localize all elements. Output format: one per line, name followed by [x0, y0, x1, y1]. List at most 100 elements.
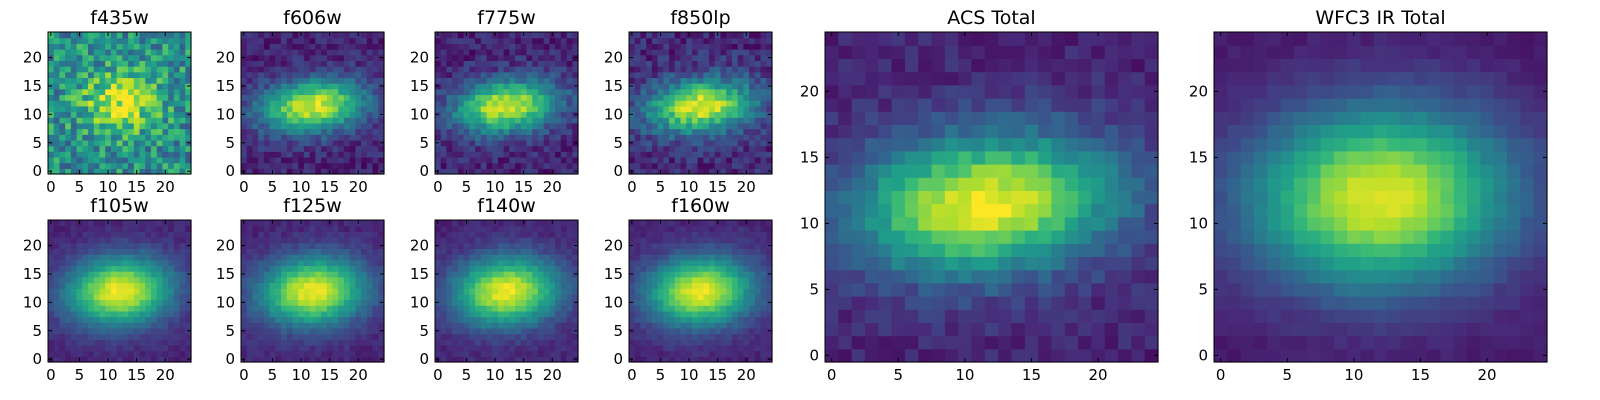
heatmap-cell: [520, 156, 528, 164]
heatmap-cell: [657, 344, 664, 352]
heatmap-cell: [480, 220, 488, 227]
heatmap-cell: [503, 105, 510, 113]
heatmap-cell: [116, 259, 123, 267]
heatmap-cell: [526, 77, 533, 84]
x-tick-label: 20: [156, 178, 175, 196]
y-tick-label: 15: [23, 265, 42, 283]
heatmap-cell: [292, 88, 299, 96]
heatmap-cell: [686, 37, 693, 44]
heatmap-cell: [435, 151, 442, 158]
heatmap-cell: [48, 105, 55, 113]
heatmap-cell: [543, 111, 550, 118]
heatmap-cell: [691, 356, 699, 363]
heatmap-cell: [703, 293, 710, 301]
heatmap-cell: [321, 288, 328, 295]
heatmap-cell: [372, 151, 379, 158]
heatmap-cell: [691, 77, 699, 84]
heatmap-cell: [281, 111, 288, 118]
heatmap-cell: [59, 122, 66, 130]
heatmap-cell: [555, 305, 562, 312]
x-tick-label: 20: [737, 178, 756, 196]
heatmap-cell: [116, 293, 123, 301]
heatmap-cell: [378, 231, 385, 238]
heatmap-cell: [88, 66, 95, 73]
heatmap-cell: [503, 156, 510, 164]
heatmap-cell: [321, 71, 328, 79]
heatmap-cell: [566, 288, 573, 295]
heatmap-cell: [48, 43, 55, 50]
heatmap-cell: [566, 100, 573, 107]
heatmap-cell: [298, 316, 305, 323]
heatmap-cell: [743, 276, 750, 284]
heatmap-cell: [321, 299, 328, 306]
heatmap-cell: [646, 94, 653, 101]
heatmap-cell: [378, 344, 385, 352]
heatmap-cell: [361, 310, 368, 318]
heatmap-cell: [560, 139, 568, 147]
heatmap-cell: [503, 32, 510, 39]
heatmap-cell: [179, 259, 186, 267]
heatmap-cell: [749, 305, 756, 312]
heatmap-cell: [82, 282, 89, 289]
heatmap-cell: [726, 339, 733, 346]
heatmap-cell: [309, 128, 316, 135]
heatmap-cell: [629, 122, 636, 130]
heatmap-cell: [560, 134, 568, 141]
heatmap-cell: [651, 117, 659, 124]
heatmap-cell: [246, 242, 254, 249]
heatmap-cell: [475, 344, 482, 352]
heatmap-cell: [503, 259, 510, 267]
heatmap-cell: [526, 242, 533, 249]
heatmap-cell: [70, 293, 78, 301]
heatmap-cell: [766, 100, 773, 107]
heatmap-cell: [292, 248, 299, 255]
heatmap-cell: [128, 151, 135, 158]
heatmap-cell: [640, 327, 647, 335]
heatmap-cell: [372, 231, 379, 238]
heatmap-cell: [332, 66, 339, 73]
heatmap-cell: [355, 237, 362, 244]
heatmap-cell: [110, 310, 118, 318]
heatmap-cell: [543, 128, 550, 135]
heatmap-cell: [70, 271, 78, 278]
heatmap-cell: [59, 37, 66, 44]
heatmap-cell: [452, 231, 459, 238]
heatmap-cell: [520, 242, 528, 249]
heatmap-cell: [549, 145, 556, 152]
heatmap-cell: [515, 282, 522, 289]
heatmap-cell: [298, 333, 305, 340]
heatmap-cell: [179, 54, 186, 61]
heatmap-cell: [185, 60, 192, 67]
heatmap-cell: [298, 71, 305, 79]
heatmap-cell: [657, 100, 664, 107]
heatmap-cell: [145, 128, 152, 135]
heatmap-cell: [691, 105, 699, 113]
heatmap-cell: [480, 162, 488, 169]
heatmap-cell: [532, 350, 539, 357]
heatmap-cell: [150, 293, 158, 301]
heatmap-cell: [509, 66, 516, 73]
heatmap-cell: [162, 156, 169, 164]
heatmap-cell: [532, 288, 539, 295]
heatmap-cell: [372, 220, 379, 227]
heatmap-cell: [760, 299, 767, 306]
heatmap-cell: [691, 71, 699, 79]
heatmap-cell: [269, 43, 276, 50]
heatmap-cell: [532, 151, 539, 158]
heatmap-cell: [173, 88, 181, 96]
heatmap-cell: [720, 350, 727, 357]
heatmap-cell: [549, 88, 556, 96]
heatmap-cell: [760, 156, 767, 164]
heatmap-cell: [70, 151, 78, 158]
heatmap-cell: [275, 327, 282, 335]
heatmap-cell: [463, 66, 470, 73]
heatmap-cell: [566, 310, 573, 318]
heatmap-cell: [686, 105, 693, 113]
heatmap-cell: [440, 344, 448, 352]
heatmap-cell: [663, 151, 670, 158]
heatmap-cell: [93, 350, 101, 357]
heatmap-cell: [128, 32, 135, 39]
heatmap-cell: [463, 94, 470, 101]
heatmap-cell: [503, 162, 510, 169]
heatmap-cell: [469, 156, 476, 164]
